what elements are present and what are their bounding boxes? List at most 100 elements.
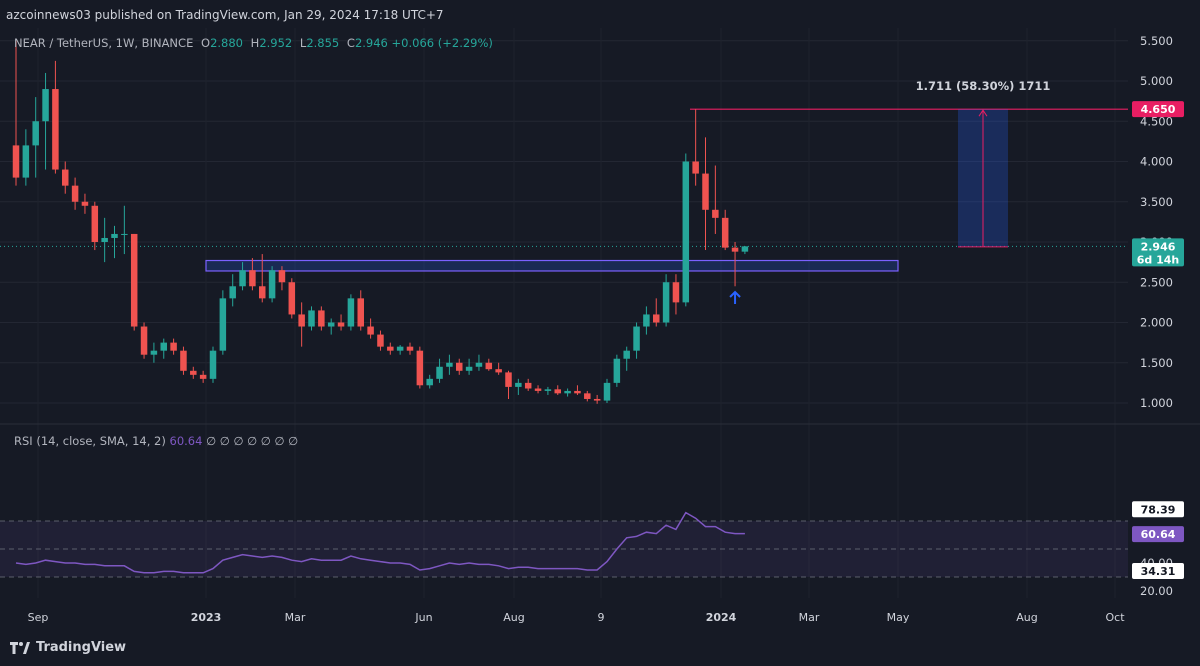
- candle-body: [150, 350, 158, 355]
- time-tick-label: 9: [598, 611, 605, 624]
- time-tick-label: Aug: [503, 611, 524, 624]
- low-key: L: [299, 36, 307, 50]
- change-value: +0.066 (+2.29%): [391, 36, 493, 50]
- candle-body: [367, 326, 374, 335]
- time-tick-label: Oct: [1105, 611, 1125, 624]
- low-value: 2.855: [306, 36, 340, 50]
- candle-body: [682, 161, 690, 303]
- candle-body: [465, 366, 473, 371]
- time-axis[interactable]: Sep 2023 Mar Jun Aug 9 2024 Mar May Aug Oct: [28, 611, 1126, 624]
- candle-body: [327, 322, 335, 327]
- candle-body: [71, 185, 79, 202]
- candle-body: [91, 205, 99, 242]
- candle-body: [121, 233, 128, 235]
- candle-body: [268, 270, 276, 299]
- candle-body: [140, 326, 148, 355]
- candle-body: [199, 374, 207, 379]
- price-tick-label: 2.000: [1140, 316, 1173, 330]
- candle-body: [101, 237, 108, 242]
- price-tick-label: 2.500: [1140, 275, 1173, 289]
- current-price-badge-text: 6d 14h: [1137, 253, 1180, 266]
- candle-body: [111, 233, 118, 238]
- candle-body: [544, 389, 552, 391]
- high-key: H: [250, 36, 260, 50]
- candle-body: [347, 298, 355, 327]
- candle-body: [436, 366, 443, 379]
- candle-body: [446, 362, 453, 367]
- price-tick-label: 1.500: [1140, 356, 1173, 370]
- candle-body: [495, 369, 502, 373]
- candle-body: [534, 388, 542, 391]
- grid-lines: [0, 28, 1128, 598]
- candle-body: [505, 372, 512, 387]
- candle-body: [229, 286, 236, 299]
- candle-body: [485, 362, 493, 370]
- candle-body: [337, 322, 345, 327]
- price-tick-label: 4.000: [1140, 155, 1173, 169]
- rsi-title[interactable]: RSI (14, close, SMA, 14, 2): [14, 434, 166, 448]
- candle-body: [593, 398, 601, 401]
- candle-body: [603, 382, 611, 401]
- candle-body: [318, 310, 325, 327]
- measure-label: 1.711 (58.30%) 1711: [916, 79, 1051, 93]
- open-key: O: [201, 36, 211, 50]
- candle-body: [731, 247, 739, 252]
- candle-body: [130, 233, 138, 327]
- time-tick-label: Mar: [799, 611, 820, 624]
- up-arrow-icon: [729, 290, 741, 304]
- rsi-placeholders: ∅ ∅ ∅ ∅ ∅ ∅ ∅: [206, 434, 299, 448]
- measure-tool[interactable]: 1.711 (58.30%) 1711: [690, 79, 1128, 248]
- time-tick-label: May: [887, 611, 910, 624]
- candle-body: [249, 270, 256, 287]
- price-tick-label: 1.000: [1140, 396, 1173, 410]
- candle-body: [574, 390, 581, 394]
- candle-body: [62, 169, 69, 186]
- candle-body: [259, 286, 266, 299]
- candle-body: [456, 362, 463, 371]
- candle-body: [702, 173, 709, 210]
- candle-body: [653, 314, 660, 323]
- candle-body: [288, 282, 296, 315]
- support-zone-rect: [205, 259, 899, 272]
- candle-body: [515, 382, 522, 387]
- candle-body: [42, 89, 49, 122]
- current-price-badge-text: 2.946: [1141, 240, 1176, 253]
- brand-footer[interactable]: TradingView: [10, 640, 126, 655]
- candle-body: [721, 217, 729, 248]
- candle-body: [692, 161, 699, 174]
- candle-body: [396, 346, 404, 351]
- candle-body: [209, 350, 217, 379]
- candle-body: [623, 350, 630, 359]
- time-tick-label: 2024: [706, 611, 737, 624]
- high-value: 2.952: [259, 36, 293, 50]
- candle-body: [81, 201, 89, 206]
- candle-body: [219, 298, 227, 351]
- price-tick-label: 5.500: [1140, 34, 1173, 48]
- rsi-oversold-badge-bg: [1132, 562, 1184, 579]
- rsi-line: [15, 511, 745, 574]
- candle-body: [387, 346, 394, 351]
- candle-body: [278, 270, 286, 283]
- rsi-value: 60.64: [169, 434, 203, 448]
- symbol-legend: NEAR / TetherUS, 1W, BINANCE O2.880 H2.9…: [14, 36, 493, 50]
- candle-body: [377, 334, 384, 347]
- price-axis[interactable]: 5.5005.0004.5004.0003.5003.0002.5002.000…: [1140, 34, 1173, 410]
- support-zone[interactable]: [205, 259, 899, 272]
- candle-body: [662, 282, 670, 323]
- candle-body: [190, 370, 197, 375]
- candle-body: [554, 389, 561, 394]
- symbol-title[interactable]: NEAR / TetherUS, 1W, BINANCE: [14, 36, 194, 50]
- candle-body: [170, 342, 177, 351]
- rsi-polyline: [15, 511, 745, 574]
- time-tick-label: 2023: [191, 611, 222, 624]
- close-key: C: [346, 36, 355, 50]
- time-tick-label: Mar: [285, 611, 306, 624]
- candles: [12, 40, 749, 404]
- candle-body: [239, 270, 246, 287]
- rsi-band: [0, 520, 1128, 578]
- candle-body: [524, 382, 532, 389]
- candle-body: [406, 346, 414, 351]
